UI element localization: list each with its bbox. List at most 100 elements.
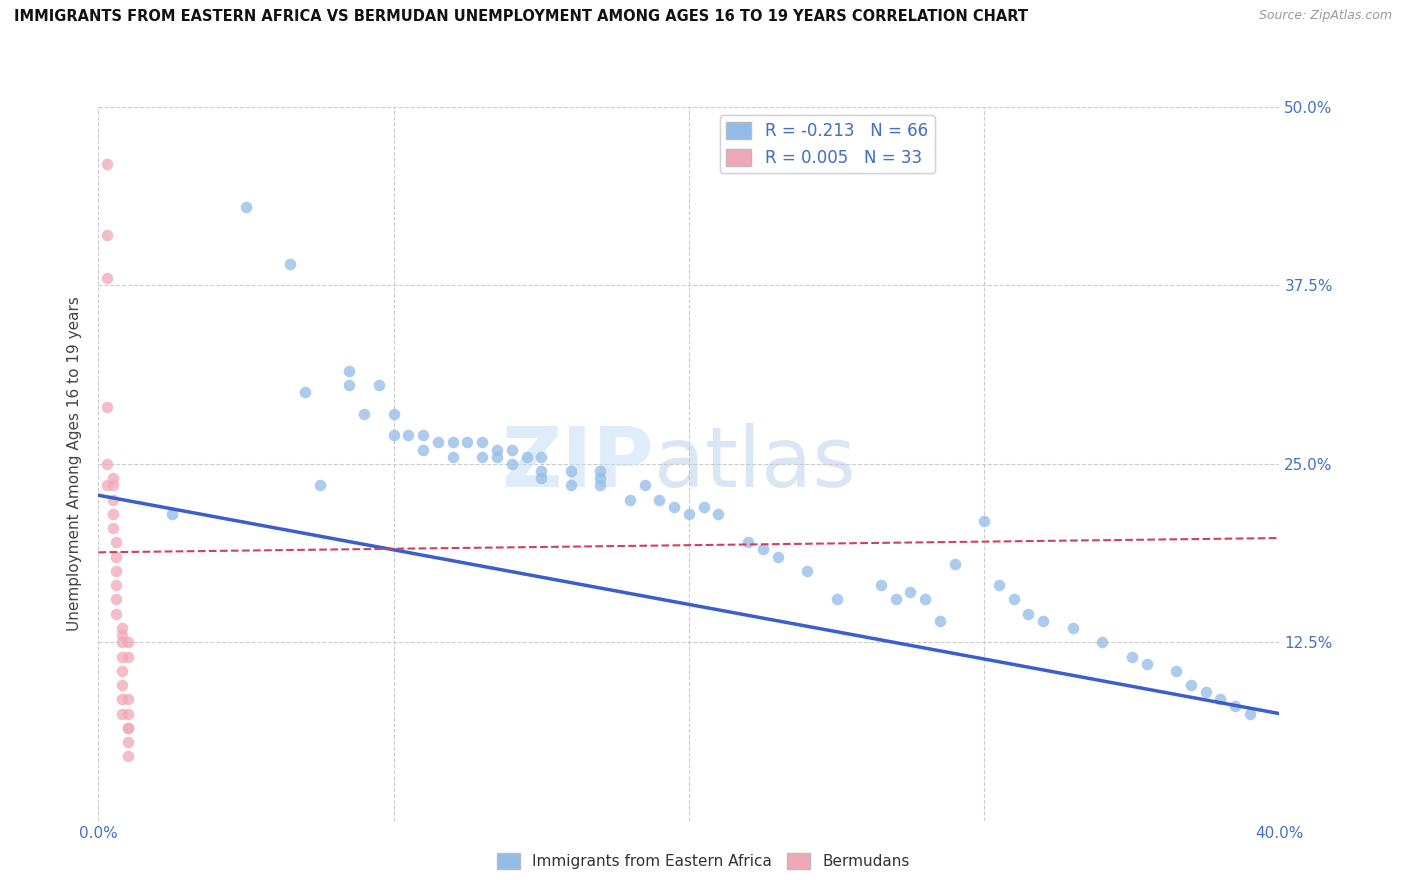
Point: [973, 514, 995, 528]
Point: [1121, 649, 1143, 664]
Point: [162, 507, 183, 521]
Point: [1180, 678, 1202, 692]
Text: atlas: atlas: [654, 424, 855, 504]
Point: [693, 500, 716, 514]
Point: [530, 471, 553, 485]
Point: [648, 492, 671, 507]
Point: [235, 200, 257, 214]
Point: [1017, 607, 1039, 621]
Point: [1239, 706, 1261, 721]
Point: [105, 549, 128, 564]
Point: [111, 678, 134, 692]
Point: [103, 507, 125, 521]
Point: [928, 614, 950, 628]
Point: [117, 692, 139, 706]
Y-axis label: Unemployment Among Ages 16 to 19 years: Unemployment Among Ages 16 to 19 years: [67, 296, 83, 632]
Point: [707, 507, 730, 521]
Point: [560, 464, 582, 478]
Point: [96, 228, 118, 243]
Point: [737, 535, 759, 549]
Point: [589, 464, 612, 478]
Point: [309, 478, 332, 492]
Point: [117, 706, 139, 721]
Point: [105, 578, 128, 592]
Point: [278, 257, 302, 271]
Point: [619, 492, 641, 507]
Point: [1223, 699, 1246, 714]
Point: [1091, 635, 1114, 649]
Point: [825, 592, 848, 607]
Point: [987, 578, 1010, 592]
Point: [353, 407, 375, 421]
Point: [117, 735, 139, 749]
Point: [111, 664, 134, 678]
Point: [471, 435, 494, 450]
Point: [914, 592, 936, 607]
Point: [96, 457, 118, 471]
Point: [589, 478, 612, 492]
Point: [111, 692, 134, 706]
Point: [111, 706, 134, 721]
Point: [111, 628, 134, 642]
Point: [515, 450, 537, 464]
Point: [111, 635, 134, 649]
Legend: Immigrants from Eastern Africa, Bermudans: Immigrants from Eastern Africa, Bermudan…: [491, 847, 915, 875]
Point: [103, 478, 125, 492]
Point: [382, 428, 405, 442]
Point: [412, 428, 434, 442]
Point: [427, 435, 450, 450]
Point: [117, 721, 139, 735]
Point: [96, 400, 118, 414]
Point: [900, 585, 922, 599]
Point: [96, 478, 118, 492]
Point: [796, 564, 818, 578]
Point: [103, 492, 125, 507]
Point: [1002, 592, 1025, 607]
Point: [1209, 692, 1232, 706]
Point: [339, 378, 360, 392]
Point: [1195, 685, 1218, 699]
Point: [530, 464, 553, 478]
Point: [111, 649, 134, 664]
Point: [1032, 614, 1054, 628]
Point: [751, 542, 773, 557]
Point: [1062, 621, 1084, 635]
Point: [884, 592, 907, 607]
Point: [441, 435, 464, 450]
Point: [96, 271, 118, 285]
Point: [111, 621, 134, 635]
Text: IMMIGRANTS FROM EASTERN AFRICA VS BERMUDAN UNEMPLOYMENT AMONG AGES 16 TO 19 YEAR: IMMIGRANTS FROM EASTERN AFRICA VS BERMUD…: [14, 9, 1028, 24]
Point: [117, 635, 139, 649]
Text: Source: ZipAtlas.com: Source: ZipAtlas.com: [1258, 9, 1392, 22]
Point: [664, 500, 686, 514]
Point: [1135, 657, 1157, 671]
Point: [105, 607, 128, 621]
Point: [633, 478, 655, 492]
Point: [560, 478, 582, 492]
Point: [103, 471, 125, 485]
Point: [456, 435, 478, 450]
Point: [396, 428, 419, 442]
Point: [117, 649, 139, 664]
Point: [501, 442, 523, 457]
Text: ZIP: ZIP: [501, 424, 654, 504]
Point: [766, 549, 789, 564]
Point: [471, 450, 494, 464]
Point: [368, 378, 391, 392]
Point: [105, 592, 128, 607]
Point: [441, 450, 464, 464]
Point: [103, 521, 125, 535]
Legend: R = -0.213   N = 66, R = 0.005   N = 33: R = -0.213 N = 66, R = 0.005 N = 33: [720, 115, 935, 173]
Point: [117, 749, 139, 764]
Point: [96, 157, 118, 171]
Point: [530, 450, 553, 464]
Point: [382, 407, 405, 421]
Point: [678, 507, 700, 521]
Point: [486, 442, 509, 457]
Point: [501, 457, 523, 471]
Point: [339, 364, 360, 378]
Point: [589, 471, 612, 485]
Point: [105, 564, 128, 578]
Point: [412, 442, 434, 457]
Point: [869, 578, 891, 592]
